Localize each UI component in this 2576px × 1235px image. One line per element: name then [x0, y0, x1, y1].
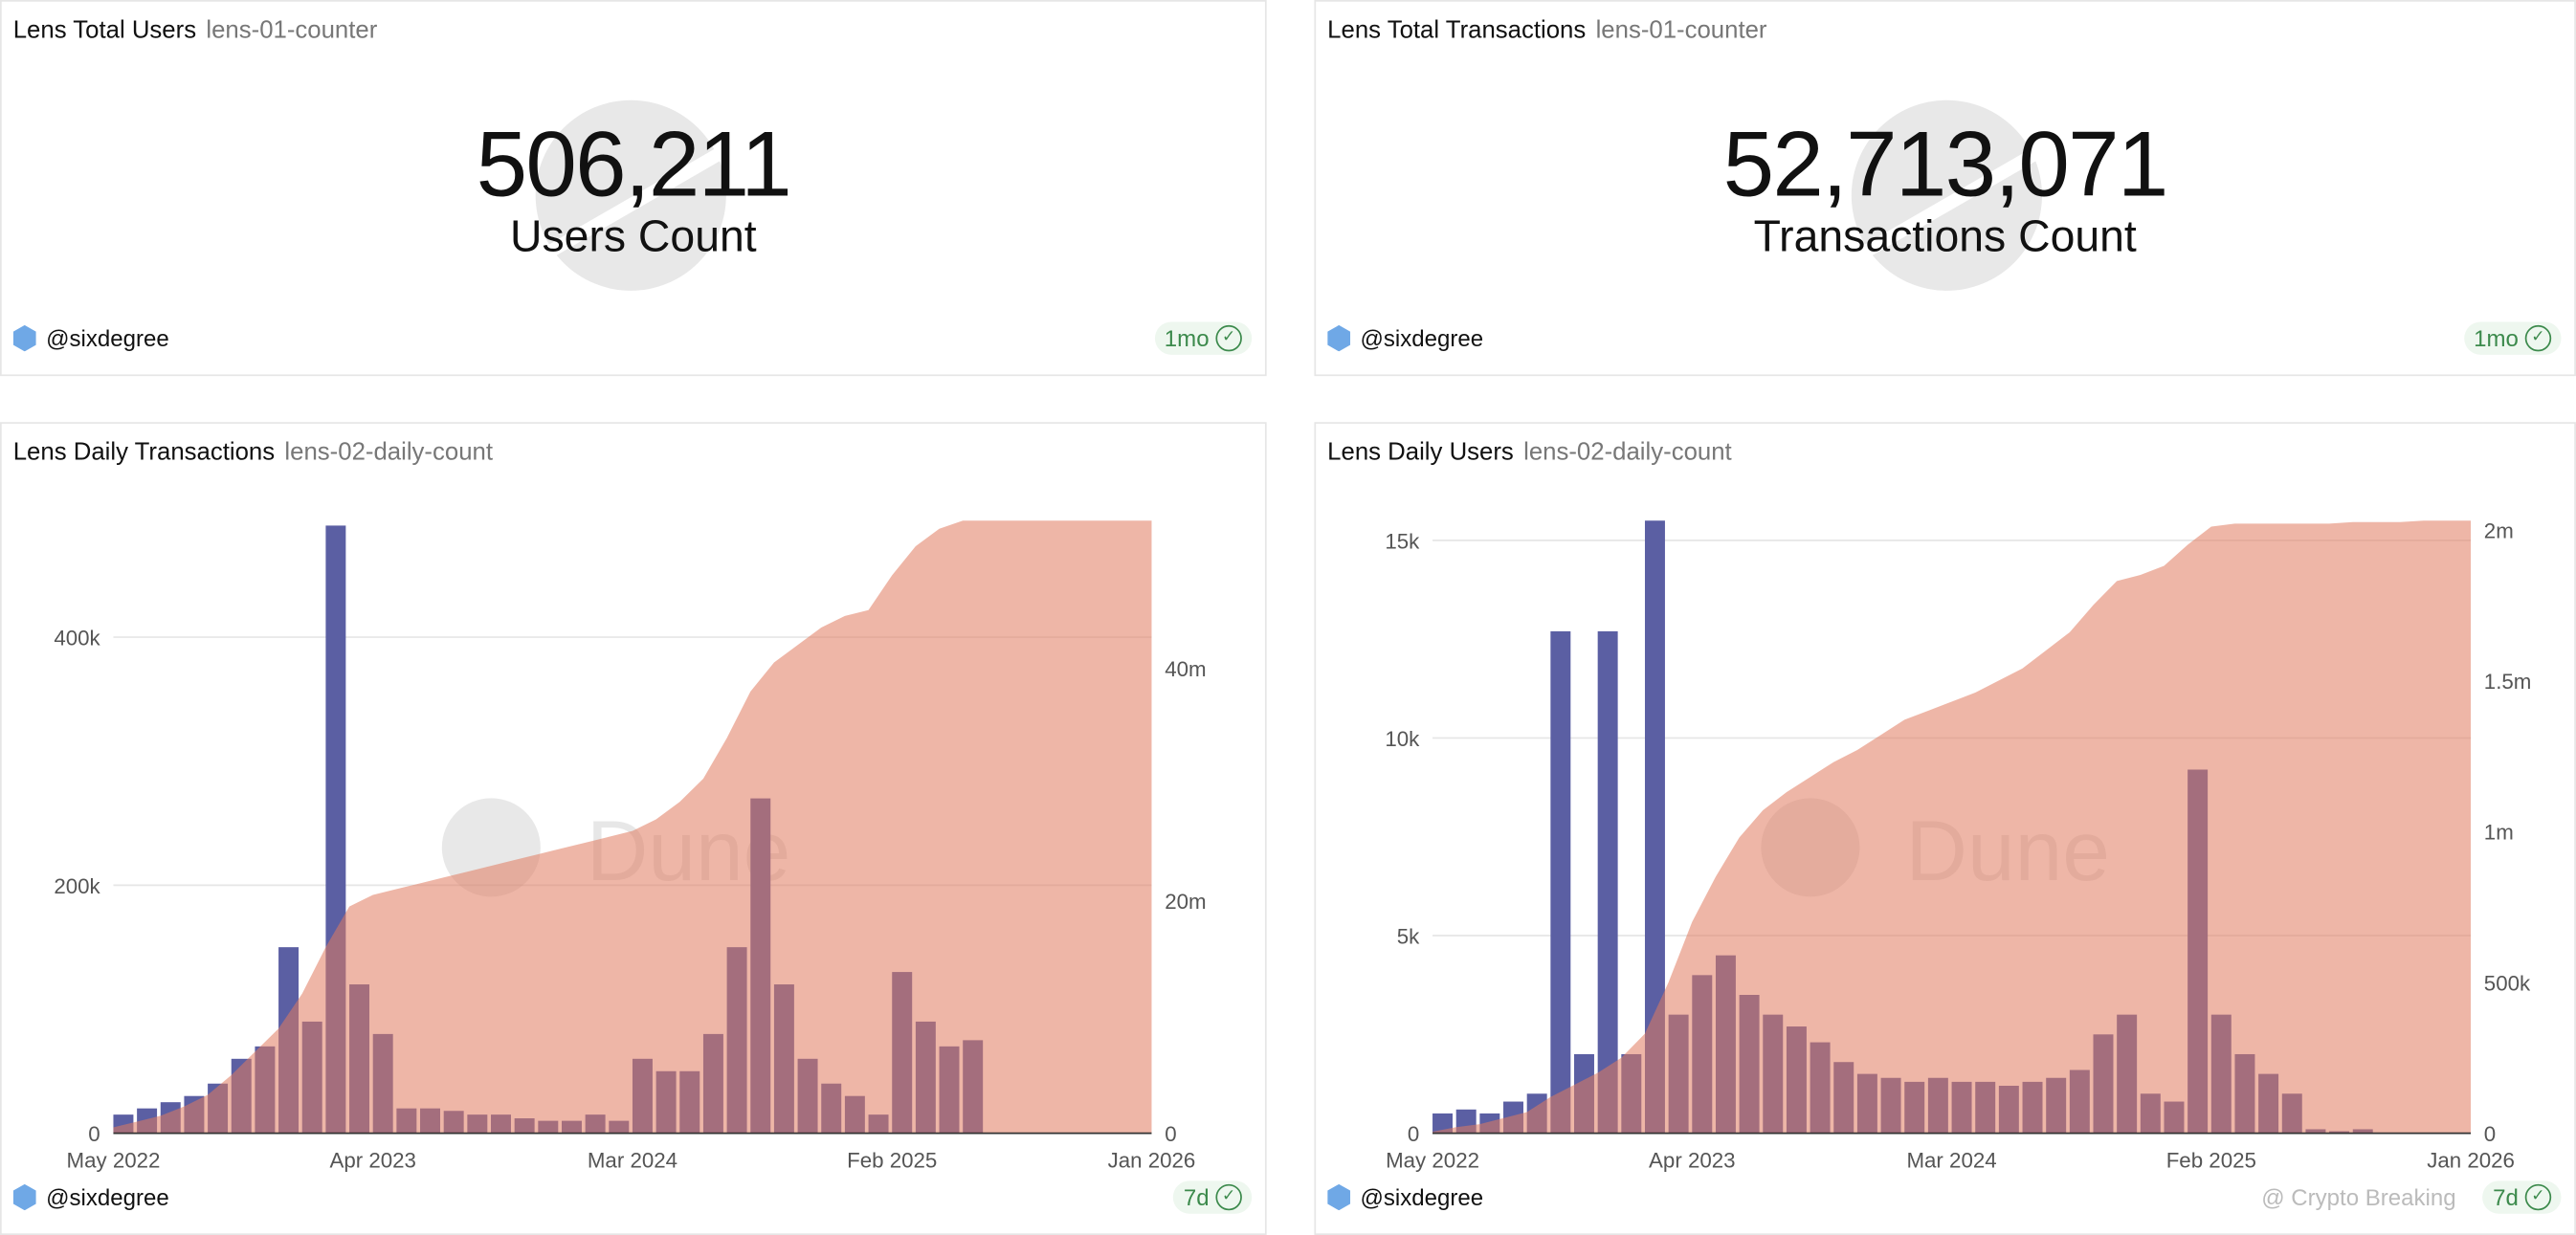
avatar-icon [1327, 324, 1351, 352]
y-right-tick-label: 1m [2484, 821, 2514, 845]
author-name[interactable]: @sixdegree [1360, 324, 1484, 352]
counter-value: 52,713,071 [1722, 111, 2169, 215]
card-subtitle[interactable]: lens-01-counter [1595, 16, 1767, 45]
credit-watermark: @ Crypto Breaking [2261, 1183, 2456, 1211]
dune-logo-watermark-icon [1851, 99, 2042, 291]
card-title[interactable]: Lens Daily Transactions [12, 438, 276, 467]
card-header: Lens Total Users lens-01-counter [13, 16, 378, 44]
x-tick-label: Apr 2023 [1649, 1149, 1736, 1173]
total-users-card: Lens Total Users lens-01-counter 506,211 … [0, 0, 1267, 377]
check-badge-icon: ✓ [1215, 1183, 1242, 1211]
age-text: 7d [1183, 1183, 1210, 1211]
x-tick-label: Mar 2024 [1906, 1149, 1996, 1173]
y-left-tick-label: 15k [1385, 529, 1420, 553]
daily-bar [1644, 520, 1665, 1134]
x-tick-label: Mar 2024 [588, 1149, 677, 1173]
author-name[interactable]: @sixdegree [1360, 1183, 1484, 1211]
avatar-icon [1327, 1183, 1351, 1211]
y-left-tick-label: 0 [88, 1122, 100, 1146]
dune-logo-watermark-icon [535, 99, 726, 291]
age-text: 1mo [2474, 324, 2519, 352]
card-title[interactable]: Lens Total Transactions [1327, 16, 1587, 45]
cumulative-area [113, 520, 1152, 1134]
freshness-badge: 7d ✓ [1173, 1180, 1253, 1214]
total-transactions-card: Lens Total Transactions lens-01-counter 5… [1314, 0, 2576, 377]
y-left-tick-label: 400k [54, 627, 100, 651]
y-left-tick-label: 10k [1385, 727, 1420, 751]
y-left-tick-label: 0 [1408, 1122, 1419, 1146]
y-right-tick-label: 1.5m [2484, 670, 2532, 694]
card-subtitle[interactable]: lens-01-counter [206, 16, 378, 45]
card-header: Lens Total Transactions lens-01-counter [1327, 16, 1766, 44]
avatar-icon [12, 324, 36, 352]
counter-value: 506,211 [476, 111, 792, 215]
check-badge-icon: ✓ [2524, 324, 2552, 352]
card-header: Lens Daily Users lens-02-daily-count [1327, 438, 1732, 466]
age-text: 7d [2493, 1183, 2519, 1211]
freshness-badge: 7d ✓ [2482, 1180, 2562, 1214]
author-link[interactable]: @sixdegree [12, 324, 169, 352]
author-name[interactable]: @sixdegree [46, 324, 169, 352]
age-text: 1mo [1164, 324, 1210, 352]
y-right-tick-label: 40m [1165, 657, 1206, 681]
x-tick-label: Jan 2026 [2427, 1149, 2515, 1173]
x-tick-label: Apr 2023 [329, 1149, 416, 1173]
counter-label: Users Count [510, 211, 757, 261]
y-right-tick-label: 20m [1165, 890, 1206, 914]
author-link[interactable]: @sixdegree [12, 1183, 169, 1211]
daily-bar [1432, 1113, 1454, 1134]
x-tick-label: Jan 2026 [1108, 1149, 1196, 1173]
author-link[interactable]: @sixdegree [1327, 324, 1484, 352]
avatar-icon [12, 1183, 36, 1211]
card-subtitle[interactable]: lens-02-daily-count [284, 438, 494, 467]
author-link[interactable]: @sixdegree [1327, 1183, 1484, 1211]
card-header: Lens Daily Transactions lens-02-daily-cou… [13, 438, 493, 466]
daily-bar [1550, 630, 1571, 1134]
freshness-badge: 1mo ✓ [1154, 321, 1253, 355]
x-tick-label: Feb 2025 [847, 1149, 937, 1173]
x-tick-label: May 2022 [66, 1149, 160, 1173]
card-title[interactable]: Lens Daily Users [1327, 438, 1514, 467]
x-tick-label: Feb 2025 [2166, 1149, 2256, 1173]
y-left-tick-label: 200k [54, 874, 100, 898]
y-left-tick-label: 5k [1397, 925, 1420, 949]
check-badge-icon: ✓ [1215, 324, 1242, 352]
daily-users-card: Lens Daily Users lens-02-daily-count 0 5k 1… [1314, 422, 2576, 1235]
daily-transactions-card: Lens Daily Transactions lens-02-daily-cou… [0, 422, 1267, 1235]
daily-bar [1597, 630, 1618, 1134]
x-tick-label: May 2022 [1386, 1149, 1479, 1173]
card-subtitle[interactable]: lens-02-daily-count [1523, 438, 1732, 467]
y-right-tick-label: 2m [2484, 518, 2514, 542]
check-badge-icon: ✓ [2524, 1183, 2552, 1211]
y-right-tick-label: 0 [1165, 1122, 1176, 1146]
counter-label: Transactions Count [1753, 211, 2137, 261]
cumulative-area [1432, 520, 2472, 1134]
y-right-tick-label: 0 [2484, 1122, 2496, 1146]
y-right-tick-label: 500k [2484, 971, 2531, 995]
author-name[interactable]: @sixdegree [46, 1183, 169, 1211]
card-title[interactable]: Lens Total Users [12, 16, 197, 45]
freshness-badge: 1mo ✓ [2463, 321, 2562, 355]
